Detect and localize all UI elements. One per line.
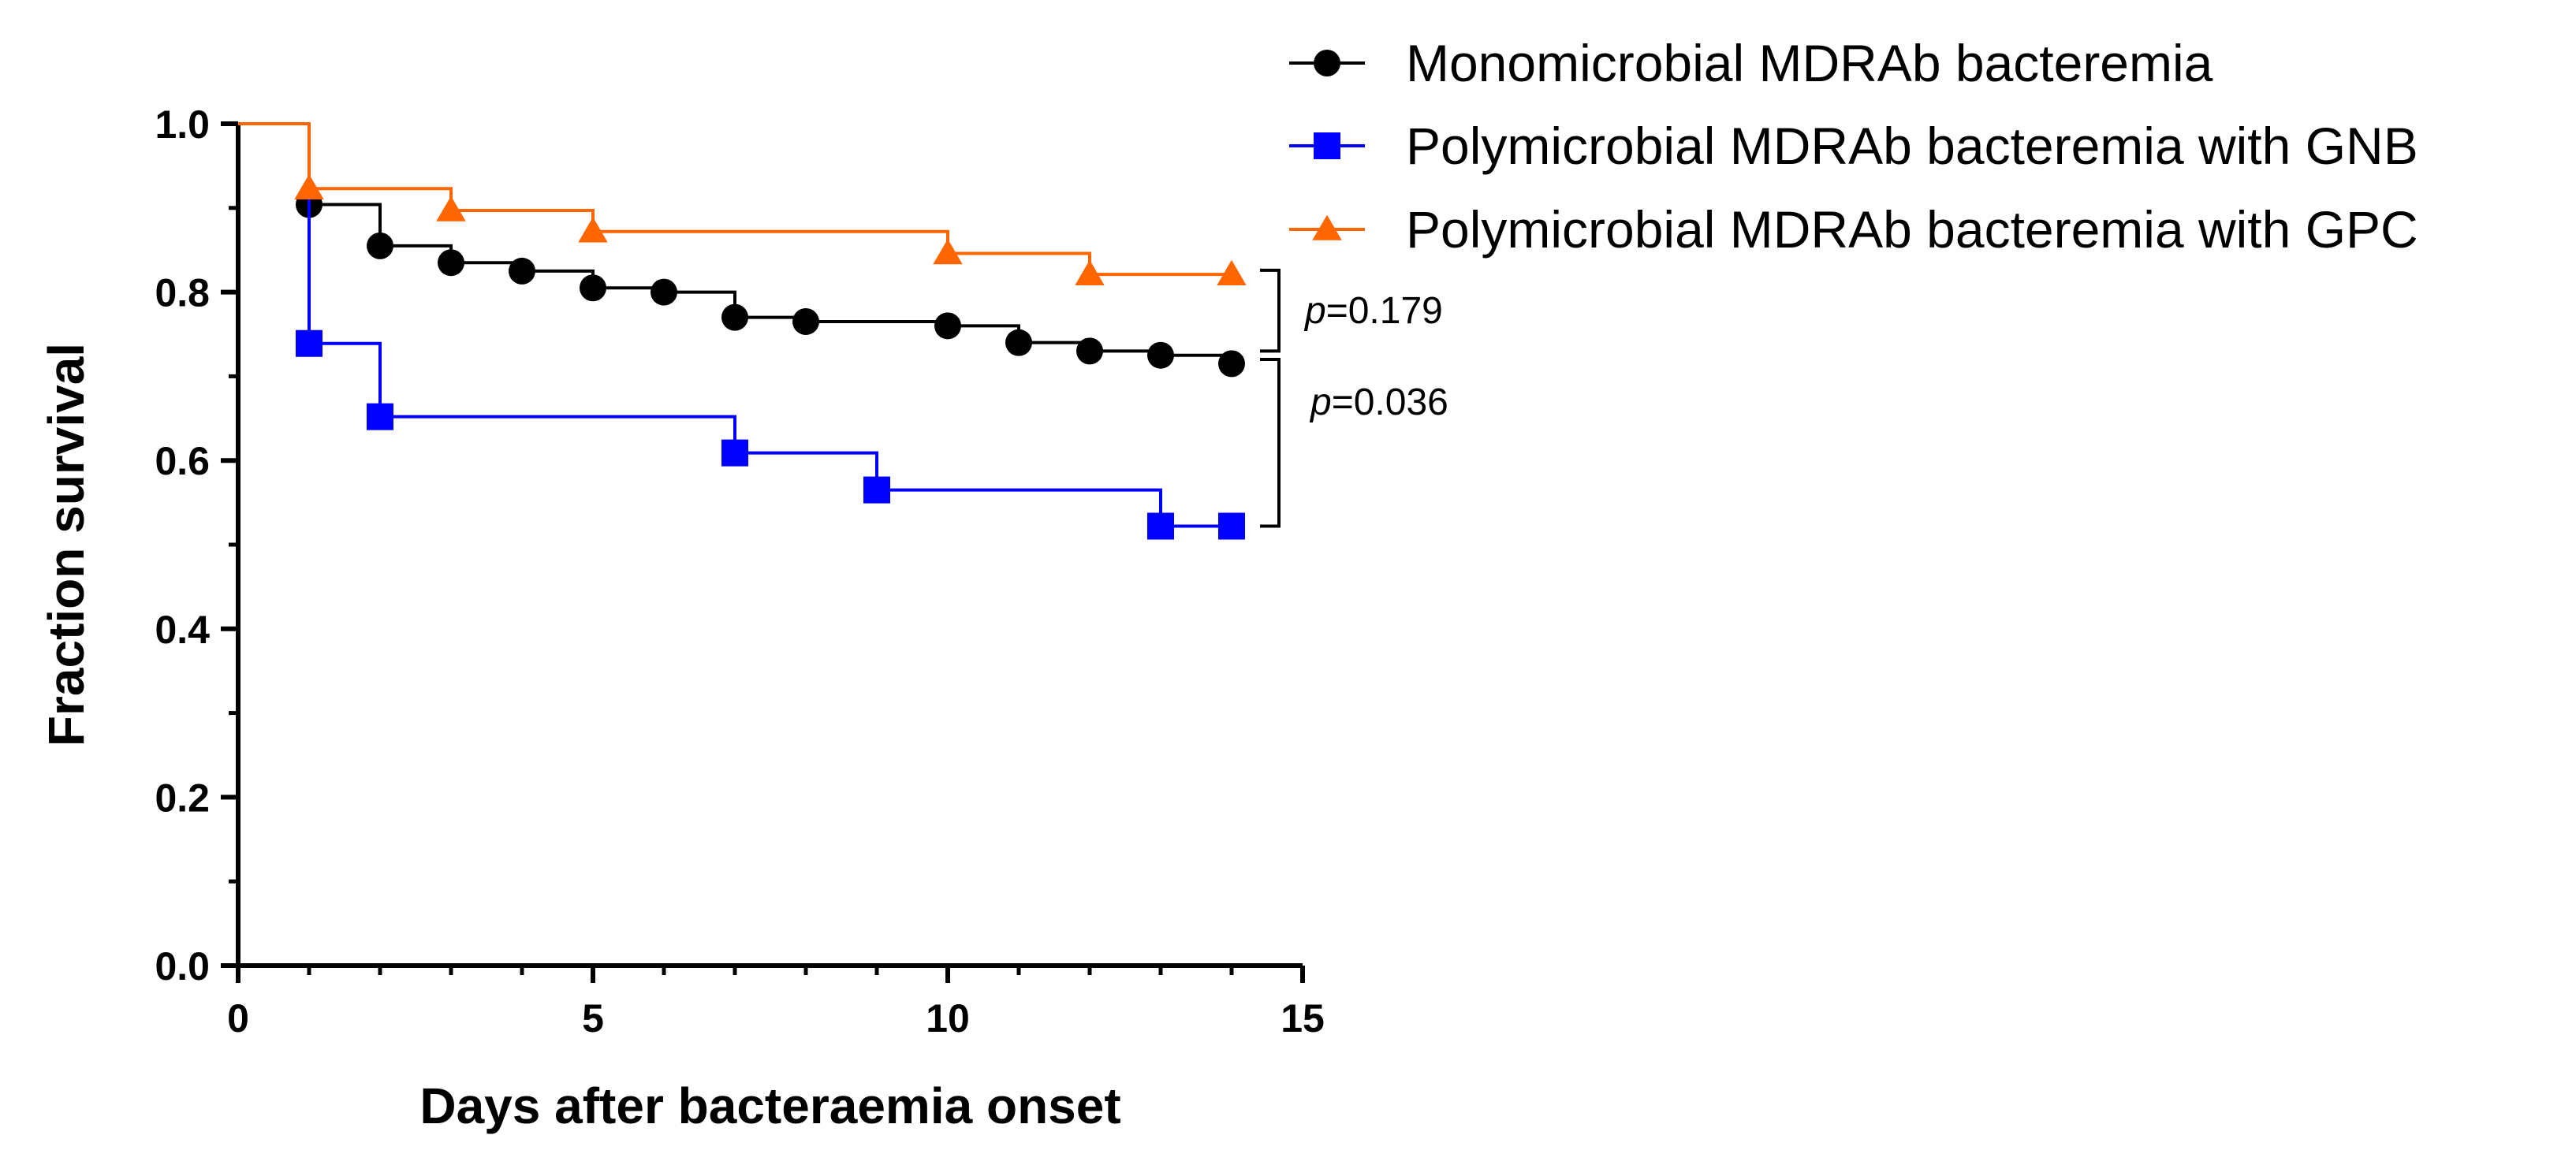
data-point-triangle — [294, 173, 324, 200]
legend-label: Monomicrobial MDRAb bacteremia — [1406, 34, 2213, 92]
p-value-label: p=0.036 — [1309, 382, 1448, 423]
p-symbol: p — [1309, 382, 1332, 423]
data-point-circle — [1005, 329, 1032, 356]
series-1 — [238, 122, 1245, 378]
data-point-square — [1218, 512, 1245, 540]
y-tick-label: 0.2 — [155, 776, 210, 820]
legend-item-1: Monomicrobial MDRAb bacteremia — [1289, 34, 2213, 92]
data-point-circle — [1218, 350, 1245, 378]
data-point-circle — [721, 303, 748, 331]
x-tick-label: 0 — [227, 996, 249, 1040]
legend-label: Polymicrobial MDRAb bacteremia with GPC — [1406, 200, 2418, 259]
p-symbol: p — [1303, 290, 1326, 332]
y-tick-label: 0.4 — [155, 608, 210, 652]
y-tick-label: 0.0 — [155, 944, 210, 988]
x-axis-title: Days after bacteraemia onset — [419, 1078, 1120, 1134]
data-point-square — [1314, 132, 1340, 159]
y-tick-label: 0.6 — [155, 439, 210, 483]
p-value-annotation: p=0.179 — [1260, 268, 1443, 353]
data-point-square — [296, 329, 322, 357]
x-tick-label: 10 — [926, 996, 970, 1040]
data-point-triangle — [1312, 214, 1342, 240]
data-point-circle — [367, 232, 393, 259]
data-point-triangle — [933, 239, 963, 265]
p-value-label: p=0.179 — [1303, 290, 1443, 332]
data-point-circle — [1147, 341, 1174, 369]
data-point-circle — [1076, 337, 1103, 365]
legend-item-2: Polymicrobial MDRAb bacteremia with GNB — [1289, 117, 2418, 175]
data-point-triangle — [578, 217, 608, 243]
legend-group: Monomicrobial MDRAb bacteremia Polymicrob… — [1289, 34, 2418, 259]
y-tick-label: 1.0 — [155, 102, 210, 147]
x-tick-label: 5 — [582, 996, 604, 1040]
data-point-circle — [934, 312, 961, 340]
legend-item-3: Polymicrobial MDRAb bacteremia with GPC — [1289, 200, 2418, 259]
data-point-circle — [1314, 50, 1340, 76]
bracket — [1260, 358, 1281, 528]
series-step-line — [238, 122, 1232, 528]
data-point-square — [367, 403, 393, 430]
x-tick-label: 15 — [1281, 996, 1325, 1040]
data-point-square — [1147, 512, 1174, 540]
axes-group: 0.0 0.2 0.4 0.6 0.8 1.0 0 5 10 15 Days after bacte… — [38, 102, 1325, 1134]
series-group — [238, 122, 1247, 540]
bracket — [1260, 268, 1281, 353]
data-point-circle — [792, 307, 819, 335]
y-axis-title: Fraction survival — [38, 343, 95, 746]
data-point-triangle — [436, 195, 466, 221]
data-point-triangle — [1217, 259, 1247, 285]
data-point-square — [863, 476, 890, 504]
legend-label: Polymicrobial MDRAb bacteremia with GNB — [1406, 117, 2418, 175]
series-2 — [238, 122, 1245, 540]
y-tick-label: 0.8 — [155, 271, 210, 315]
data-point-circle — [438, 249, 464, 277]
data-point-circle — [651, 278, 677, 306]
data-point-triangle — [1075, 259, 1105, 285]
p-value-number: =0.036 — [1332, 382, 1448, 423]
p-value-number: =0.179 — [1326, 290, 1443, 332]
p-value-annotation: p=0.036 — [1260, 358, 1448, 528]
data-point-circle — [509, 257, 535, 285]
series-3 — [238, 122, 1247, 285]
data-point-square — [721, 439, 748, 467]
data-point-circle — [580, 274, 606, 302]
